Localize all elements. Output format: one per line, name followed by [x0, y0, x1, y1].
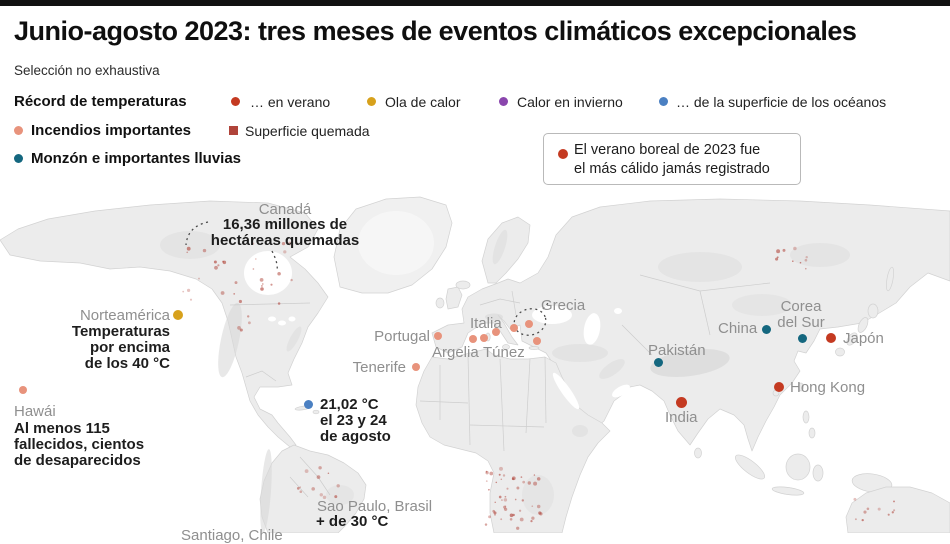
- label-portugal: Portugal: [374, 328, 430, 345]
- marker-japon-summer-record: [826, 333, 836, 343]
- label-grecia: Grecia: [541, 297, 586, 314]
- label-hawaii: Hawái: [14, 403, 56, 420]
- legend-burned-label: Superficie quemada: [245, 123, 370, 139]
- marker-portugal-fire: [434, 332, 442, 340]
- legend-heatwave-label: Ola de calor: [385, 94, 461, 110]
- marker-corea-monsoon: [798, 334, 807, 343]
- label-japon: Japón: [843, 330, 884, 347]
- annotation-atlantic: 21,02 °C el 23 y 24 de agosto: [320, 396, 391, 445]
- label-china: China: [718, 320, 758, 337]
- marker-hawaii-fire: [19, 386, 27, 394]
- subtitle: Selección no exhaustiva: [14, 63, 160, 78]
- marker-hong-kong-summer-record: [774, 382, 784, 392]
- annotation-hawaii: Al menos 115 fallecidos, cientos de desapa…: [14, 420, 145, 469]
- annotation-canada: 16,36 millones de hectáreas quemadas: [210, 216, 360, 249]
- label-north-america: Norteamérica: [79, 307, 170, 324]
- legend-ocean-record-dot-icon: [659, 97, 668, 106]
- marker-tenerife-fire: [412, 363, 420, 371]
- legend-records-title: Récord de temperaturas: [14, 93, 187, 110]
- marker-italia-fire-1: [492, 328, 500, 336]
- label-italia: Italia: [470, 315, 502, 332]
- marker-grecia-fire-1: [525, 320, 533, 328]
- label-hong-kong: Hong Kong: [790, 379, 866, 396]
- marker-north-america-heatwave: [173, 310, 183, 320]
- legend-monsoon-dot-icon: [14, 154, 23, 163]
- legend-heatwave-dot-icon: [367, 97, 376, 106]
- marker-pakistan-monsoon: [654, 358, 663, 367]
- label-canada: Canadá: [258, 201, 312, 218]
- marker-grecia-fire-2: [533, 337, 541, 345]
- world-map: [0, 196, 950, 534]
- burned-areas-layer: [182, 241, 896, 530]
- top-bar: [0, 0, 950, 6]
- label-corea-del-sur: Corea del Sur: [777, 298, 825, 331]
- world-map-area: [0, 195, 950, 534]
- label-pakistan: Pakistán: [648, 342, 706, 359]
- legend-summer-record-dot-icon: [231, 97, 240, 106]
- legend-fires-title: Incendios importantes: [31, 122, 192, 139]
- legend-ocean-record-label: … de la superficie de los océanos: [676, 94, 887, 110]
- marker-tunez-fire: [480, 334, 488, 342]
- legend-fires-dot-icon: [14, 126, 23, 135]
- annotation-north-america: Temperaturas por encima de los 40 °C: [71, 323, 170, 372]
- legend-monsoon-title: Monzón e importantes lluvias: [31, 150, 242, 167]
- summer-note-box: El verano boreal de 2023 fue el más cáli…: [543, 133, 801, 185]
- label-argelia: Argelia: [432, 344, 479, 361]
- legend-winter-heat-label: Calor en invierno: [517, 94, 623, 110]
- legend-burned-square-icon: [229, 126, 238, 135]
- marker-china-monsoon: [762, 325, 771, 334]
- marker-atlantic-ocean-record: [304, 400, 313, 409]
- page-title: Junio-agosto 2023: tres meses de eventos…: [14, 16, 857, 46]
- legend-winter-heat-dot-icon: [499, 97, 508, 106]
- note-text: El verano boreal de 2023 fue el más cáli…: [574, 142, 770, 177]
- label-santiago: Santiago, Chile: [181, 527, 283, 544]
- note-dot-icon: [558, 149, 568, 159]
- marker-india-summer-record: [676, 397, 687, 408]
- label-tunez: Túnez: [483, 344, 525, 361]
- legend-summer-record-label: … en verano: [250, 94, 331, 110]
- label-india: India: [665, 409, 698, 426]
- marker-argelia-fire: [469, 335, 477, 343]
- label-tenerife: Tenerife: [352, 359, 406, 376]
- annotation-sao-paulo: + de 30 °C: [316, 513, 389, 530]
- label-sao-paulo: Sao Paulo, Brasil: [317, 498, 433, 515]
- marker-italia-fire-2: [510, 324, 518, 332]
